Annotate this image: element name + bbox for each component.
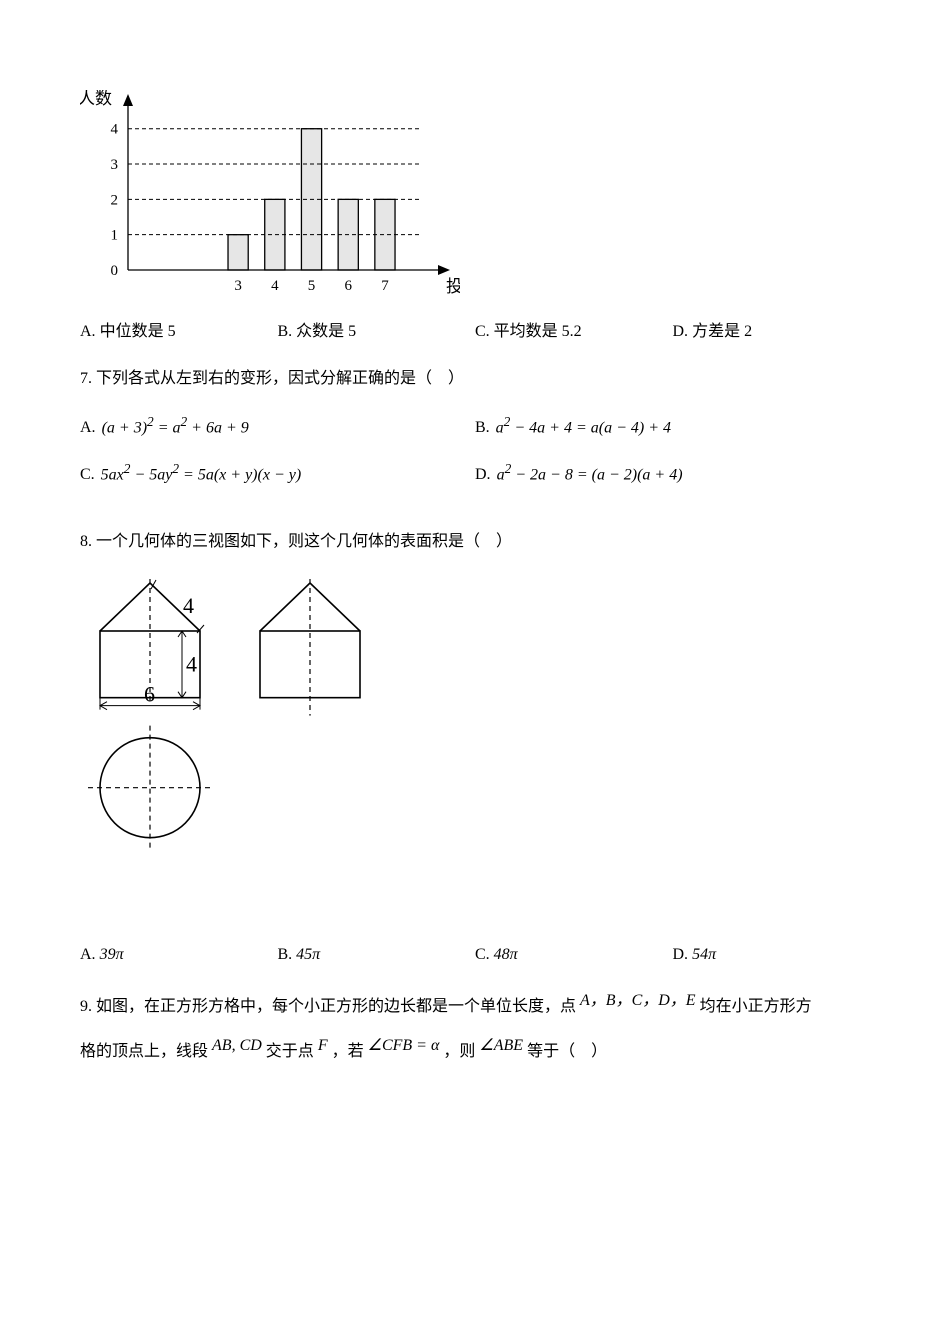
q9-points: A，B，C，D，E [580, 992, 696, 1009]
q6-D-text: 方差是 2 [692, 323, 752, 340]
q6-C-text: 平均数是 5.2 [494, 323, 582, 340]
q7-A-label: A. [80, 414, 96, 443]
svg-text:5: 5 [308, 278, 316, 294]
svg-text:人数: 人数 [80, 90, 112, 108]
q8-A-text: 39π [100, 946, 124, 963]
svg-text:3: 3 [111, 157, 119, 173]
q8-opt-B: B. 45π [278, 941, 476, 970]
q8-C-text: 48π [494, 946, 518, 963]
q6-opt-A: A. 中位数是 5 [80, 318, 278, 347]
svg-text:1: 1 [111, 228, 119, 244]
q8-opt-D: D. 54π [673, 941, 871, 970]
q7-opt-C: C. 5ax2 − 5ay2 = 5a(x + y)(x − y) [80, 457, 475, 490]
q6-A-text: 中位数是 5 [100, 323, 176, 340]
q7-answers: A. (a + 3)2 = a2 + 6a + 9 B. a2 − 4a + 4… [80, 410, 870, 504]
q6-B-text: 众数是 5 [296, 323, 356, 340]
svg-text:0: 0 [111, 263, 119, 279]
q7-stem: 7. 下列各式从左到右的变形，因式分解正确的是（ ） [80, 365, 870, 394]
q7-A-expr: (a + 3)2 = a2 + 6a + 9 [102, 410, 249, 443]
q6-answer-row: A. 中位数是 5 B. 众数是 5 C. 平均数是 5.2 D. 方差是 2 [80, 318, 870, 347]
q7-opt-A: A. (a + 3)2 = a2 + 6a + 9 [80, 410, 475, 443]
svg-text:4: 4 [186, 651, 197, 676]
three-view-svg: 4 4 6 [80, 573, 420, 923]
q9-l2-m3: ，则 [443, 1043, 475, 1060]
svg-text:3: 3 [234, 278, 242, 294]
q7-C-label: C. [80, 461, 95, 490]
q7-B-expr: a2 − 4a + 4 = a(a − 4) + 4 [496, 410, 671, 443]
q6-opt-B: B. 众数是 5 [278, 318, 476, 347]
q6-opt-C: C. 平均数是 5.2 [475, 318, 673, 347]
q7-B-label: B. [475, 414, 490, 443]
q9-angle2: ∠ABE [479, 1037, 523, 1054]
svg-text:4: 4 [183, 593, 194, 618]
q8-three-view: 4 4 6 [80, 573, 870, 923]
q9-F: F [318, 1037, 328, 1054]
q9-after: 均在小正方形方 [700, 998, 812, 1015]
q8-D-text: 54π [692, 946, 716, 963]
q7-opt-B: B. a2 − 4a + 4 = a(a − 4) + 4 [475, 410, 870, 443]
svg-text:投篮进球数: 投篮进球数 [446, 277, 460, 296]
q8-stem: 8. 一个几何体的三视图如下，则这个几何体的表面积是（ ） [80, 528, 870, 557]
svg-text:4: 4 [111, 122, 119, 138]
q9-l2-m2: ，若 [332, 1043, 364, 1060]
q9-l2-end: 等于（ ） [527, 1043, 607, 1060]
svg-text:4: 4 [271, 278, 279, 294]
q8-opt-C: C. 48π [475, 941, 673, 970]
svg-text:6: 6 [344, 278, 352, 294]
q6-opt-D: D. 方差是 2 [673, 318, 871, 347]
q9-angle1: ∠CFB = α [368, 1037, 440, 1054]
q7-opt-D: D. a2 − 2a − 8 = (a − 2)(a + 4) [475, 457, 870, 490]
svg-text:2: 2 [111, 192, 119, 208]
q6-bar-chart: 0 1 2 3 4 3 4 5 6 7 人数投篮进球数 [80, 90, 870, 300]
q9-pre: 9. 如图，在正方形方格中，每个小正方形的边长都是一个单位长度，点 [80, 998, 576, 1015]
bar-chart-svg: 0 1 2 3 4 3 4 5 6 7 人数投篮进球数 [80, 90, 460, 300]
q9-seg: AB, CD [212, 1037, 262, 1054]
svg-text:6: 6 [144, 681, 155, 706]
q7-C-expr: 5ax2 − 5ay2 = 5a(x + y)(x − y) [101, 457, 302, 490]
q7-D-expr: a2 − 2a − 8 = (a − 2)(a + 4) [497, 457, 683, 490]
q9-l2-m1: 交于点 [266, 1043, 314, 1060]
q8-B-text: 45π [296, 946, 320, 963]
q9-l2-pre: 格的顶点上，线段 [80, 1043, 208, 1060]
q9-line1: 9. 如图，在正方形方格中，每个小正方形的边长都是一个单位长度，点 A，B，C，… [80, 993, 870, 1022]
q9-line2: 格的顶点上，线段 AB, CD 交于点 F ，若 ∠CFB = α ，则 ∠AB… [80, 1038, 870, 1067]
q8-answer-row: A. 39π B. 45π C. 48π D. 54π [80, 941, 870, 970]
q8-opt-A: A. 39π [80, 941, 278, 970]
q7-D-label: D. [475, 461, 491, 490]
svg-text:7: 7 [381, 278, 389, 294]
